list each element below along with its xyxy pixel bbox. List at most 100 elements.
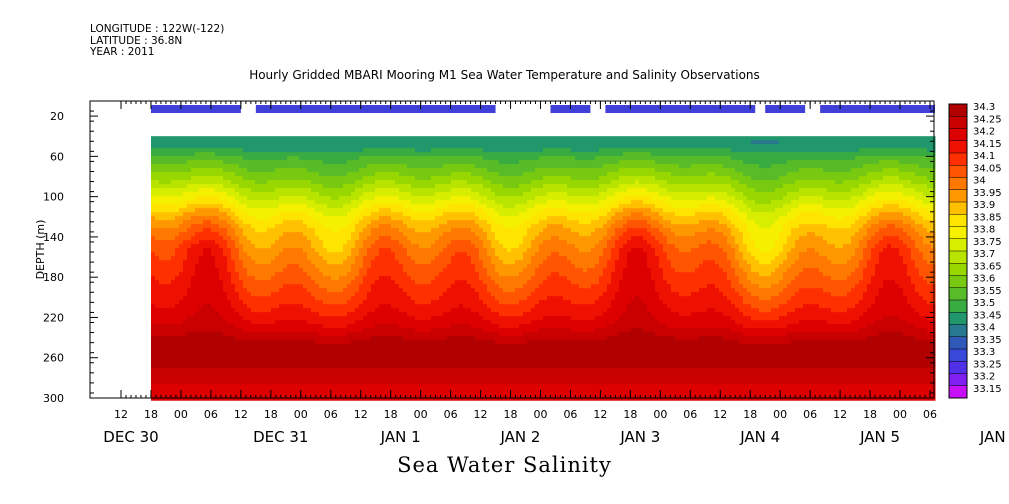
salinity-cell: [211, 204, 216, 209]
salinity-cell: [343, 356, 348, 361]
salinity-cell: [199, 204, 204, 209]
salinity-cell: [179, 304, 184, 309]
salinity-cell: [195, 344, 200, 349]
salinity-cell: [283, 196, 288, 201]
salinity-cell: [291, 220, 296, 225]
salinity-cell: [367, 236, 372, 241]
salinity-cell: [395, 312, 400, 317]
salinity-cell: [447, 204, 452, 209]
salinity-cell: [187, 308, 192, 313]
salinity-cell: [375, 228, 380, 233]
salinity-cell: [339, 364, 344, 369]
salinity-cell: [211, 172, 216, 177]
salinity-cell: [343, 164, 348, 169]
salinity-cell: [403, 296, 408, 301]
salinity-cell: [167, 336, 172, 341]
salinity-cell: [439, 180, 444, 185]
salinity-cell: [155, 380, 160, 385]
salinity-cell: [339, 308, 344, 313]
salinity-cell: [223, 148, 228, 153]
salinity-cell: [371, 200, 376, 205]
salinity-cell: [171, 268, 176, 273]
salinity-cell: [319, 232, 324, 237]
salinity-cell: [451, 192, 456, 197]
salinity-cell: [387, 156, 392, 161]
salinity-cell: [219, 376, 224, 381]
salinity-cell: [379, 344, 384, 349]
salinity-cell: [195, 304, 200, 309]
salinity-cell: [283, 364, 288, 369]
salinity-cell: [251, 336, 256, 341]
salinity-cell: [447, 248, 452, 253]
salinity-cell: [287, 164, 292, 169]
salinity-cell: [199, 320, 204, 325]
salinity-cell: [391, 360, 396, 365]
salinity-cell: [171, 328, 176, 333]
salinity-cell: [207, 180, 212, 185]
salinity-cell: [395, 368, 400, 373]
salinity-cell: [343, 304, 348, 309]
salinity-cell: [159, 244, 164, 249]
salinity-cell: [279, 340, 284, 345]
salinity-cell: [231, 188, 236, 193]
salinity-cell: [399, 152, 404, 157]
salinity-cell: [299, 376, 304, 381]
salinity-cell: [231, 324, 236, 329]
salinity-cell: [271, 320, 276, 325]
salinity-cell: [243, 244, 248, 249]
salinity-cell: [407, 184, 412, 189]
salinity-cell: [167, 268, 172, 273]
salinity-cell: [195, 284, 200, 289]
salinity-cell: [435, 212, 440, 217]
salinity-cell: [347, 164, 352, 169]
salinity-cell: [163, 296, 168, 301]
salinity-cell: [275, 276, 280, 281]
salinity-cell: [367, 216, 372, 221]
salinity-cell: [387, 140, 392, 145]
salinity-cell: [331, 364, 336, 369]
salinity-cell: [359, 264, 364, 269]
salinity-cell: [291, 192, 296, 197]
salinity-cell: [211, 372, 216, 377]
salinity-cell: [375, 276, 380, 281]
salinity-cell: [431, 196, 436, 201]
salinity-cell: [451, 144, 456, 149]
salinity-cell: [343, 320, 348, 325]
salinity-cell: [351, 220, 356, 225]
salinity-cell: [203, 344, 208, 349]
salinity-cell: [343, 288, 348, 293]
salinity-cell: [435, 172, 440, 177]
salinity-cell: [343, 148, 348, 153]
salinity-cell: [163, 192, 168, 197]
salinity-cell: [339, 268, 344, 273]
salinity-cell: [251, 148, 256, 153]
salinity-cell: [395, 164, 400, 169]
salinity-cell: [219, 304, 224, 309]
salinity-cell: [155, 280, 160, 285]
salinity-cell: [363, 248, 368, 253]
salinity-cell: [223, 280, 228, 285]
salinity-cell: [163, 236, 168, 241]
salinity-cell: [387, 196, 392, 201]
salinity-cell: [207, 236, 212, 241]
salinity-cell: [195, 368, 200, 373]
salinity-cell: [371, 136, 376, 141]
salinity-cell: [331, 144, 336, 149]
salinity-cell: [399, 200, 404, 205]
salinity-cell: [347, 252, 352, 257]
salinity-cell: [415, 236, 420, 241]
salinity-cell: [419, 184, 424, 189]
salinity-cell: [355, 160, 360, 165]
salinity-cell: [227, 232, 232, 237]
salinity-cell: [203, 356, 208, 361]
salinity-cell: [223, 296, 228, 301]
salinity-cell: [427, 224, 432, 229]
salinity-cell: [295, 204, 300, 209]
salinity-cell: [219, 164, 224, 169]
salinity-cell: [343, 172, 348, 177]
salinity-cell: [311, 344, 316, 349]
salinity-cell: [435, 180, 440, 185]
salinity-cell: [319, 224, 324, 229]
salinity-cell: [399, 184, 404, 189]
salinity-cell: [279, 168, 284, 173]
